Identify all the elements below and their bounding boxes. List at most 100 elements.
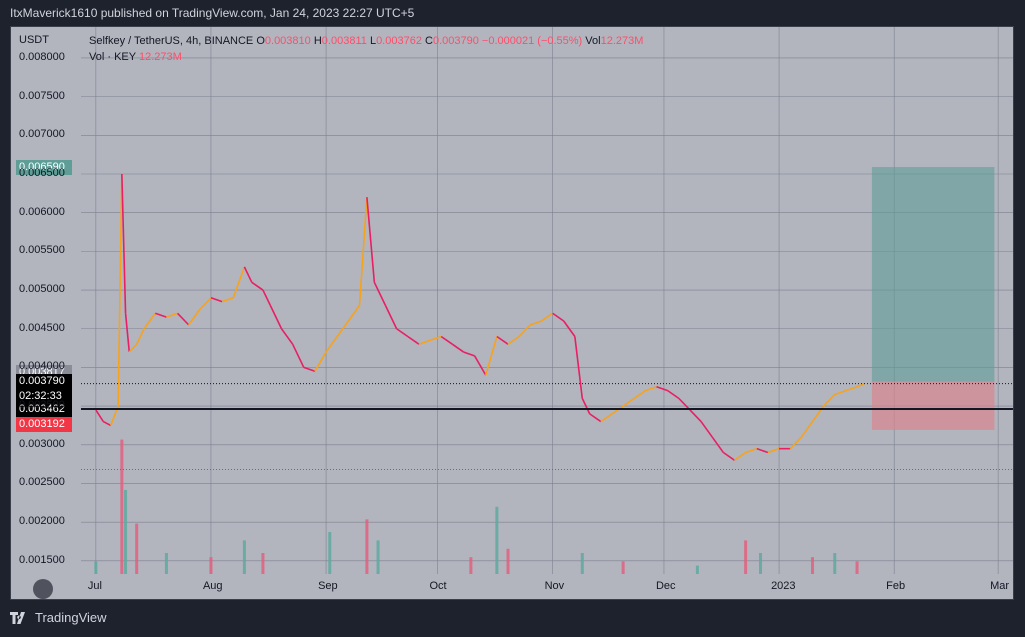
tradingview-logo-icon <box>10 611 25 624</box>
position-tool <box>871 167 995 430</box>
price-segment <box>176 312 190 326</box>
price-segment <box>581 398 591 415</box>
price-segment <box>633 389 646 400</box>
price-segment <box>251 281 264 291</box>
time-tick-label: Oct <box>429 580 447 592</box>
vol-line-key: Vol · KEY <box>89 51 136 63</box>
price-axis[interactable]: USDT 0.006590 0.003817 0.003790 02:32:33 0.0… <box>11 27 81 599</box>
brand-name: TradingView <box>35 610 107 625</box>
time-tick-label: Feb <box>886 580 906 592</box>
symbol-label: Selfkey / TetherUS, 4h, BINANCE <box>89 35 254 47</box>
price-segment <box>429 335 442 342</box>
vol-key: Vol <box>585 35 601 47</box>
high-value: 0.003811 <box>321 35 367 47</box>
price-tick-label: 0.003000 <box>19 437 65 450</box>
volume-bar <box>376 540 380 574</box>
price-segment <box>314 351 327 372</box>
time-tick-label: Aug <box>202 580 223 592</box>
publish-info: ItxMaverick1610 published on TradingView… <box>10 6 415 20</box>
price-segment <box>845 386 858 392</box>
volume-bar <box>759 553 763 574</box>
volume-bar <box>744 540 748 574</box>
time-tick-label: Jul <box>87 580 102 592</box>
price-segment <box>622 397 635 407</box>
price-segment <box>384 305 398 330</box>
stop-zone <box>871 381 995 430</box>
open-value: 0.003810 <box>264 35 311 47</box>
volume-bar <box>120 439 124 574</box>
price-segment <box>678 397 691 411</box>
price-segment <box>166 312 178 318</box>
price-segment <box>336 320 349 337</box>
price-segment <box>518 324 531 338</box>
price-segment <box>484 336 498 376</box>
price-segment <box>667 389 680 400</box>
currency-label: USDT <box>19 34 49 46</box>
price-segment <box>358 197 368 306</box>
price-segment <box>199 297 212 310</box>
chart-frame[interactable]: Selfkey / TetherUS, 4h, BINANCE O0.00381… <box>10 26 1014 600</box>
chart-legend: Selfkey / TetherUS, 4h, BINANCE O0.00381… <box>89 35 643 47</box>
price-segment <box>269 305 283 330</box>
time-axis[interactable]: Jul Aug Sep Oct Nov Dec 2023 Feb Mar <box>81 574 1013 599</box>
high-key: H <box>313 35 322 47</box>
target-zone <box>871 167 995 382</box>
volume-bar <box>695 565 699 574</box>
price-segment <box>756 447 769 454</box>
price-segment <box>600 413 613 423</box>
price-segment <box>155 312 167 318</box>
price-segment <box>745 447 758 454</box>
price-tick-label: 0.008000 <box>19 50 65 63</box>
price-tick-label: 0.007500 <box>19 89 65 102</box>
price-segment <box>552 312 565 322</box>
price-tick-label: 0.001500 <box>19 553 65 566</box>
current-price-tag: 0.003790 <box>16 373 72 389</box>
price-tick-label: 0.002000 <box>19 515 65 528</box>
price-segment <box>232 266 246 299</box>
price-segment <box>789 436 802 450</box>
price-segment <box>507 335 520 345</box>
price-segment <box>645 386 657 392</box>
volume-bar <box>621 561 625 574</box>
price-segment <box>800 421 814 438</box>
price-segment <box>124 313 131 353</box>
volume-bar <box>810 557 814 574</box>
price-segment <box>689 409 702 423</box>
price-segment <box>856 382 865 388</box>
price-segment <box>243 266 253 283</box>
countdown-tag: 02:32:33 <box>16 388 72 404</box>
price-segment <box>143 312 156 330</box>
price-segment <box>722 451 735 461</box>
vol-value: 12.273M <box>600 35 644 47</box>
volume-bar <box>365 519 369 574</box>
volume-bar <box>506 548 510 574</box>
price-segment <box>823 393 836 407</box>
volume-bar <box>328 532 332 574</box>
price-tick-label: 0.002500 <box>19 476 65 489</box>
price-segment <box>563 320 576 337</box>
price-segment <box>347 305 361 322</box>
price-tick-label: 0.006000 <box>19 205 65 218</box>
volume-bar <box>855 561 859 574</box>
scale-settings-button[interactable] <box>33 579 53 599</box>
price-segment <box>530 320 542 326</box>
price-series <box>95 173 865 461</box>
volume-bars <box>94 439 859 574</box>
volume-bar <box>209 557 213 574</box>
time-tick-label: Dec <box>655 580 676 592</box>
price-segment <box>366 197 376 283</box>
price-segment <box>262 289 272 306</box>
price-segment <box>540 312 554 322</box>
price-segment <box>291 343 305 368</box>
entry-price-tag: 0.003462 <box>16 402 72 418</box>
plot-area[interactable] <box>81 27 1013 574</box>
price-segment <box>407 335 420 345</box>
volume-bar <box>833 553 837 574</box>
volume-bar <box>495 506 499 574</box>
price-tick-label: 0.006500 <box>19 167 65 179</box>
volume-bar <box>124 490 128 574</box>
price-segment <box>418 339 431 345</box>
change-value: −0.000021 (−0.55%) <box>481 35 583 47</box>
price-segment <box>496 335 509 345</box>
price-tick-label: 0.004500 <box>19 321 65 334</box>
